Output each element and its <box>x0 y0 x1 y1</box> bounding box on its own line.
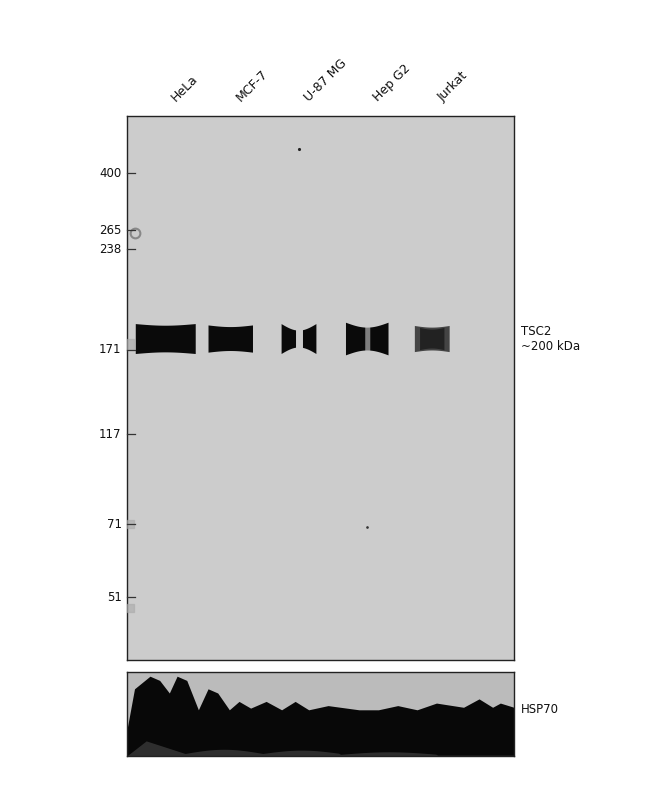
Polygon shape <box>415 326 450 352</box>
Text: 71: 71 <box>107 518 122 530</box>
Text: Jurkat: Jurkat <box>436 69 471 104</box>
Text: 265: 265 <box>99 224 122 237</box>
Polygon shape <box>136 324 196 354</box>
Bar <box>127 604 134 613</box>
Text: 238: 238 <box>99 242 122 256</box>
Text: HSP70: HSP70 <box>521 703 559 716</box>
Bar <box>127 520 134 528</box>
Polygon shape <box>209 326 253 353</box>
Text: MCF-7: MCF-7 <box>234 67 271 104</box>
Text: HeLa: HeLa <box>169 72 201 104</box>
Text: TSC2
~200 kDa: TSC2 ~200 kDa <box>521 325 580 353</box>
Text: 400: 400 <box>99 166 122 180</box>
Text: 171: 171 <box>99 343 122 357</box>
Text: U-87 MG: U-87 MG <box>302 57 350 104</box>
Text: 51: 51 <box>107 591 122 604</box>
Polygon shape <box>420 328 445 350</box>
Text: 117: 117 <box>99 428 122 441</box>
Bar <box>127 339 134 350</box>
Text: Hep G2: Hep G2 <box>370 62 413 104</box>
Polygon shape <box>281 324 317 354</box>
Polygon shape <box>346 322 389 355</box>
